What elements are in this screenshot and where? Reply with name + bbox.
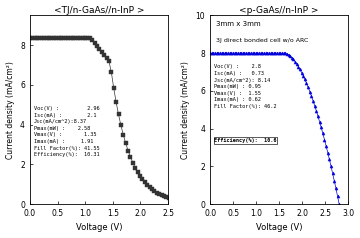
- Text: Voc(V) :         2.96
Isc(mA) :        2.1
Jsc(mA/cm^2):8.37
Pmax(mW) :    2.58
: Voc(V) : 2.96 Isc(mA) : 2.1 Jsc(mA/cm^2)…: [34, 106, 100, 157]
- Title: <TJ/n-GaAs//n-InP >: <TJ/n-GaAs//n-InP >: [54, 5, 144, 15]
- Y-axis label: Current density (mA/cm²): Current density (mA/cm²): [181, 61, 190, 159]
- Text: Voc(V) :    2.8
Isc(mA) :   0.73
Jsc(mA/cm^2): 8.14
Pmax(mW) : 0.95
Vmax(V) :  1: Voc(V) : 2.8 Isc(mA) : 0.73 Jsc(mA/cm^2)…: [214, 64, 277, 109]
- Text: 3mm x 3mm: 3mm x 3mm: [216, 21, 260, 27]
- X-axis label: Voltage (V): Voltage (V): [76, 223, 122, 233]
- Text: Efficiency(%):  10.6: Efficiency(%): 10.6: [214, 138, 277, 143]
- Y-axis label: Current density (mA/cm²): Current density (mA/cm²): [5, 61, 14, 159]
- X-axis label: Voltage (V): Voltage (V): [256, 223, 302, 233]
- Title: <p-GaAs//n-InP >: <p-GaAs//n-InP >: [239, 5, 319, 15]
- Text: 3J direct bonded cell w/o ARC: 3J direct bonded cell w/o ARC: [216, 38, 308, 43]
